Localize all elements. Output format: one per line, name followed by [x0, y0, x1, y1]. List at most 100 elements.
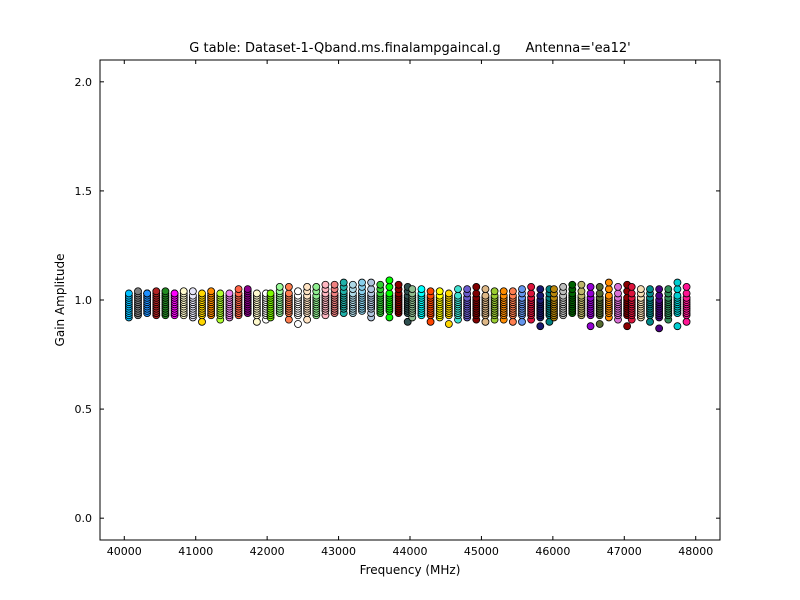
data-point [284, 315, 293, 324]
data-point [536, 285, 545, 293]
y-tick-label: 1.0 [75, 294, 93, 307]
spw-point-group [198, 289, 206, 326]
x-tick-label: 41000 [178, 545, 213, 558]
data-point [682, 289, 691, 298]
data-point [198, 289, 206, 298]
y-tick-label: 0.0 [75, 512, 93, 525]
data-point [623, 322, 632, 331]
spw-point-group [385, 276, 394, 322]
data-point [303, 283, 312, 291]
data-point [198, 317, 206, 326]
data-point [527, 283, 536, 291]
data-point [536, 291, 545, 300]
data-point [134, 287, 142, 296]
data-point [348, 280, 357, 289]
data-point [435, 287, 444, 296]
data-point [550, 285, 558, 293]
spw-point-group [284, 283, 293, 324]
spw-point-group [417, 285, 426, 320]
data-point [417, 285, 426, 293]
spw-point-group [243, 285, 252, 317]
data-point [490, 287, 499, 296]
data-point [577, 280, 586, 289]
data-point [472, 283, 481, 291]
spw-point-group [216, 289, 225, 324]
spw-point-group [614, 283, 622, 324]
data-point [225, 289, 234, 298]
spw-point-group [499, 287, 508, 324]
y-tick-label: 1.5 [75, 185, 93, 198]
data-point [252, 317, 261, 326]
data-point [321, 280, 330, 289]
x-tick-label: 42000 [250, 545, 285, 558]
data-point [385, 313, 394, 322]
spw-point-group [435, 287, 444, 322]
data-point [559, 283, 568, 291]
spw-point-group [339, 278, 348, 317]
spw-point-group [454, 285, 462, 324]
data-point [444, 320, 453, 328]
data-point [426, 287, 435, 296]
spw-point-group [330, 280, 339, 317]
spw-point-group [321, 280, 330, 320]
x-tick-label: 45000 [464, 545, 499, 558]
data-point [358, 278, 366, 287]
data-point [481, 317, 490, 326]
spw-point-group [358, 278, 366, 315]
data-point [577, 287, 586, 296]
spw-point-group [490, 287, 499, 324]
spw-point-group [367, 278, 376, 322]
spw-point-group [134, 287, 142, 320]
spw-point-group [655, 285, 664, 333]
spw-point-group [472, 283, 481, 324]
spw-point-group [646, 285, 654, 326]
data-point [586, 283, 595, 291]
data-point [408, 285, 417, 293]
spw-point-group [682, 283, 691, 326]
data-point [682, 317, 691, 326]
x-axis-label: Frequency (MHz) [360, 563, 461, 577]
data-point [152, 287, 161, 296]
data-points [124, 276, 691, 333]
data-point [481, 285, 490, 293]
data-point [508, 317, 517, 326]
data-point [284, 289, 293, 298]
spw-point-group [508, 287, 517, 326]
spw-point-group [559, 283, 568, 320]
data-point [655, 285, 664, 293]
spw-point-group [627, 283, 636, 324]
spw-point-group [577, 280, 586, 320]
data-point [234, 285, 243, 293]
data-point [499, 287, 508, 296]
data-point [472, 289, 481, 298]
spw-point-group [124, 289, 133, 322]
spw-point-group [550, 285, 558, 322]
data-point [604, 285, 613, 293]
data-point [330, 280, 339, 289]
data-point [636, 285, 645, 293]
data-point [627, 283, 636, 291]
spw-point-group [664, 285, 673, 324]
spw-point-group [673, 278, 682, 331]
spw-point-group [312, 283, 321, 320]
y-tick-label: 0.5 [75, 403, 93, 416]
spw-point-group [348, 280, 357, 317]
y-tick-label: 2.0 [75, 76, 93, 89]
x-tick-label: 44000 [393, 545, 428, 558]
y-axis-label: Gain Amplitude [53, 254, 67, 347]
x-tick-label: 47000 [607, 545, 642, 558]
data-point [284, 283, 293, 291]
data-point [481, 291, 490, 300]
spw-point-group [188, 287, 197, 322]
data-point [682, 283, 691, 291]
data-point [394, 280, 403, 289]
data-point [673, 278, 682, 287]
spw-point-group [234, 285, 243, 320]
spw-point-group [252, 289, 261, 326]
data-point [143, 289, 152, 298]
data-point [536, 322, 545, 331]
data-point [179, 287, 188, 296]
data-point [655, 291, 664, 300]
spw-point-group [161, 287, 170, 320]
